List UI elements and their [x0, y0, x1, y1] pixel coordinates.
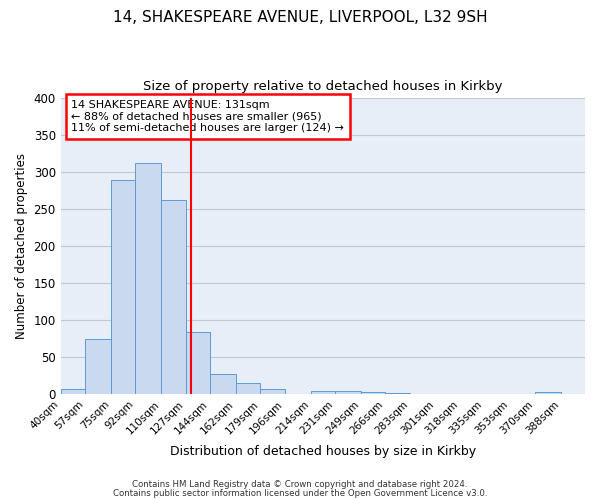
X-axis label: Distribution of detached houses by size in Kirkby: Distribution of detached houses by size … — [170, 444, 476, 458]
Text: Contains HM Land Registry data © Crown copyright and database right 2024.: Contains HM Land Registry data © Crown c… — [132, 480, 468, 489]
Bar — [335, 392, 361, 394]
Bar — [161, 200, 185, 394]
Title: Size of property relative to detached houses in Kirkby: Size of property relative to detached ho… — [143, 80, 503, 93]
Bar — [185, 332, 210, 394]
Bar — [311, 390, 335, 394]
Bar — [260, 388, 285, 394]
Bar — [85, 339, 111, 394]
Y-axis label: Number of detached properties: Number of detached properties — [15, 154, 28, 340]
Bar — [385, 393, 410, 394]
Bar — [61, 388, 85, 394]
Bar — [210, 374, 236, 394]
Bar — [236, 384, 260, 394]
Bar — [361, 392, 385, 394]
Bar — [535, 392, 560, 394]
Bar — [136, 164, 161, 394]
Text: Contains public sector information licensed under the Open Government Licence v3: Contains public sector information licen… — [113, 488, 487, 498]
Text: 14, SHAKESPEARE AVENUE, LIVERPOOL, L32 9SH: 14, SHAKESPEARE AVENUE, LIVERPOOL, L32 9… — [113, 10, 487, 25]
Bar — [111, 180, 136, 394]
Text: 14 SHAKESPEARE AVENUE: 131sqm
← 88% of detached houses are smaller (965)
11% of : 14 SHAKESPEARE AVENUE: 131sqm ← 88% of d… — [71, 100, 344, 133]
